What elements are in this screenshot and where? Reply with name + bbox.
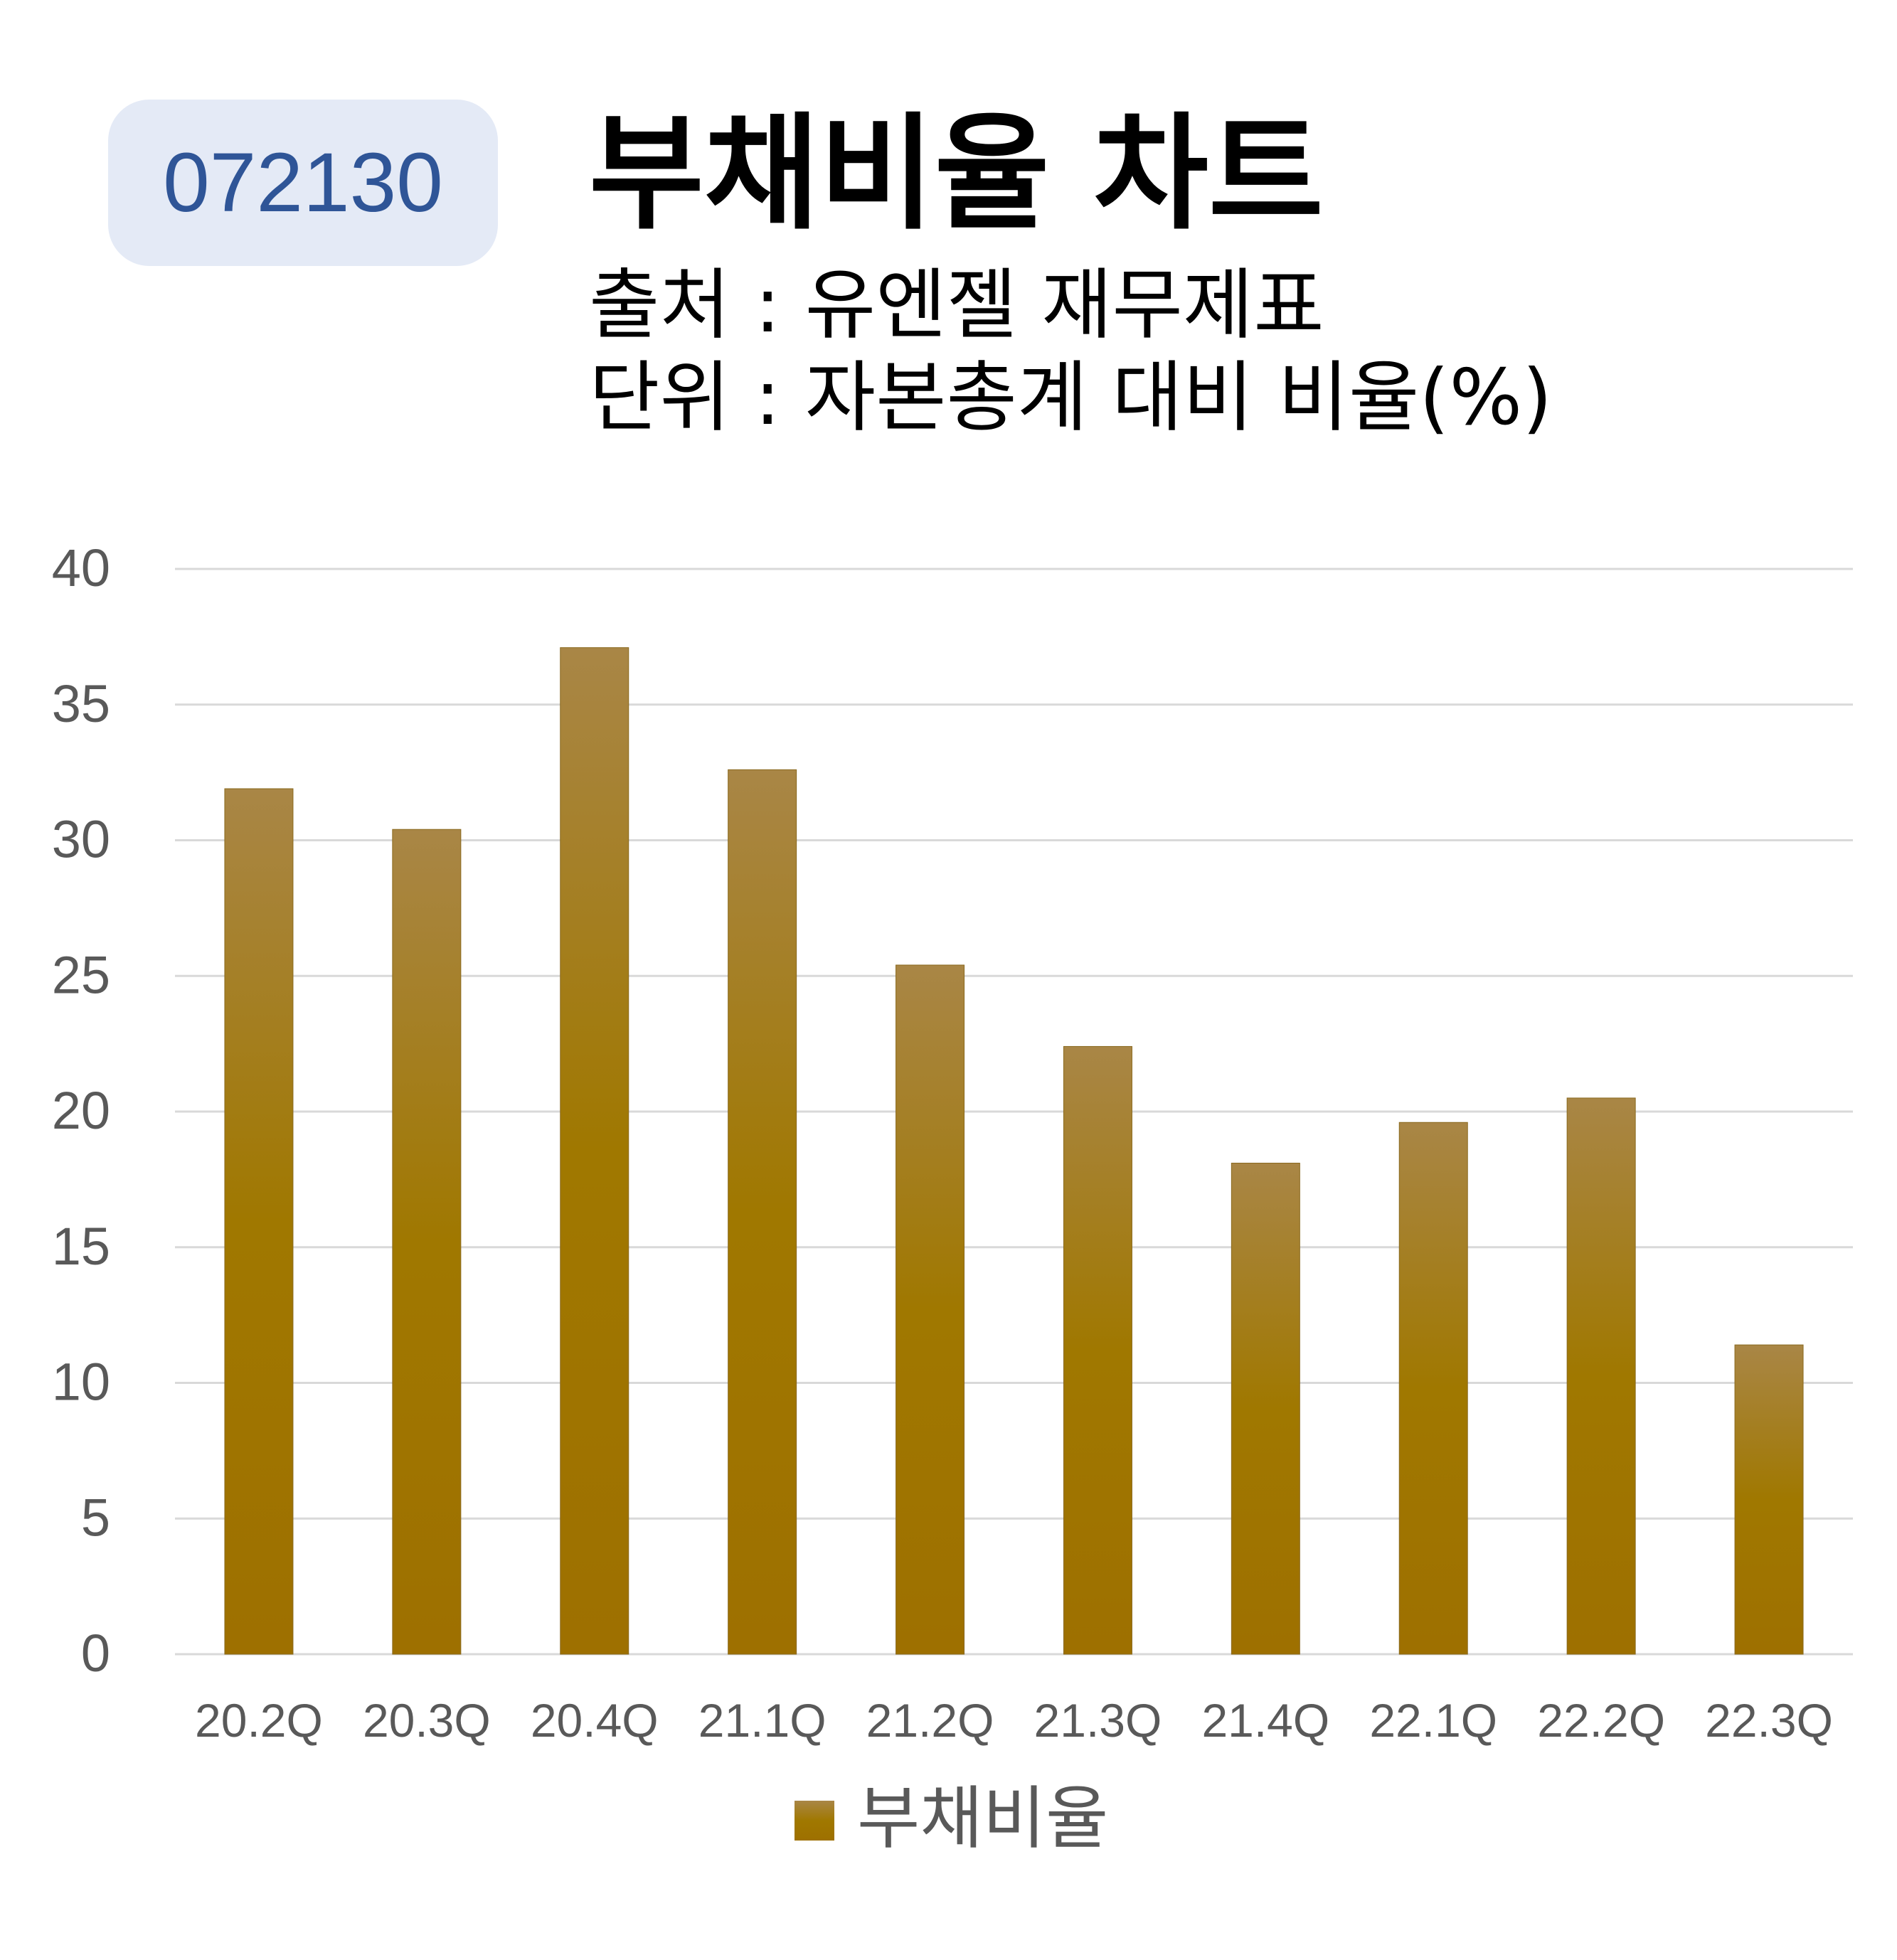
- source-line: 출처 : 유엔젤 재무제표: [589, 261, 1324, 350]
- bar-21.2Q: [896, 964, 965, 1655]
- y-tick-label: 0: [81, 1624, 110, 1683]
- bar-20.4Q: [560, 647, 629, 1655]
- unit-line: 단위 : 자본총계 대비 비율(%): [589, 353, 1553, 442]
- y-tick-label: 30: [52, 810, 110, 869]
- ticker-code: 072130: [163, 136, 443, 230]
- bar-21.4Q: [1231, 1162, 1300, 1655]
- bar-22.3Q: [1734, 1344, 1804, 1655]
- x-tick-label: 21.1Q: [698, 1694, 827, 1747]
- y-tick-label: 25: [52, 945, 110, 1004]
- legend-label: 부채비율: [857, 1779, 1108, 1858]
- x-tick-label: 20.2Q: [195, 1694, 323, 1747]
- y-tick-label: 40: [52, 538, 110, 597]
- x-tick-label: 20.4Q: [531, 1694, 659, 1747]
- bar-20.3Q: [392, 829, 462, 1655]
- bar-21.3Q: [1063, 1045, 1132, 1655]
- bars: [224, 647, 1804, 1655]
- y-tick-label: 20: [52, 1081, 110, 1140]
- x-tick-label: 21.3Q: [1034, 1694, 1162, 1747]
- x-axis-ticks: 20.2Q 20.3Q 20.4Q 21.1Q 21.2Q 21.3Q 21.4Q 22.1Q…: [195, 1694, 1833, 1747]
- x-tick-label: 22.3Q: [1705, 1694, 1833, 1747]
- page-title: 부채비율 차트: [589, 101, 1324, 247]
- bar-22.1Q: [1398, 1122, 1468, 1655]
- x-tick-label: 20.3Q: [363, 1694, 491, 1747]
- x-tick-label: 21.4Q: [1201, 1694, 1329, 1747]
- legend-swatch: [795, 1801, 834, 1841]
- y-tick-label: 35: [52, 674, 110, 733]
- y-tick-label: 15: [52, 1217, 110, 1276]
- ticker-badge: 072130: [108, 100, 498, 266]
- bar-20.2Q: [224, 788, 294, 1655]
- y-tick-label: 5: [81, 1488, 110, 1547]
- bar-21.1Q: [728, 769, 797, 1655]
- legend: 부채비율: [795, 1779, 1108, 1858]
- y-tick-label: 10: [52, 1353, 110, 1412]
- y-axis-ticks: 0 5 10 15 20 25 30 35 40: [52, 538, 110, 1683]
- x-tick-label: 22.2Q: [1537, 1694, 1665, 1747]
- bar-22.2Q: [1566, 1097, 1636, 1655]
- x-tick-label: 22.1Q: [1369, 1694, 1497, 1747]
- x-tick-label: 21.2Q: [866, 1694, 994, 1747]
